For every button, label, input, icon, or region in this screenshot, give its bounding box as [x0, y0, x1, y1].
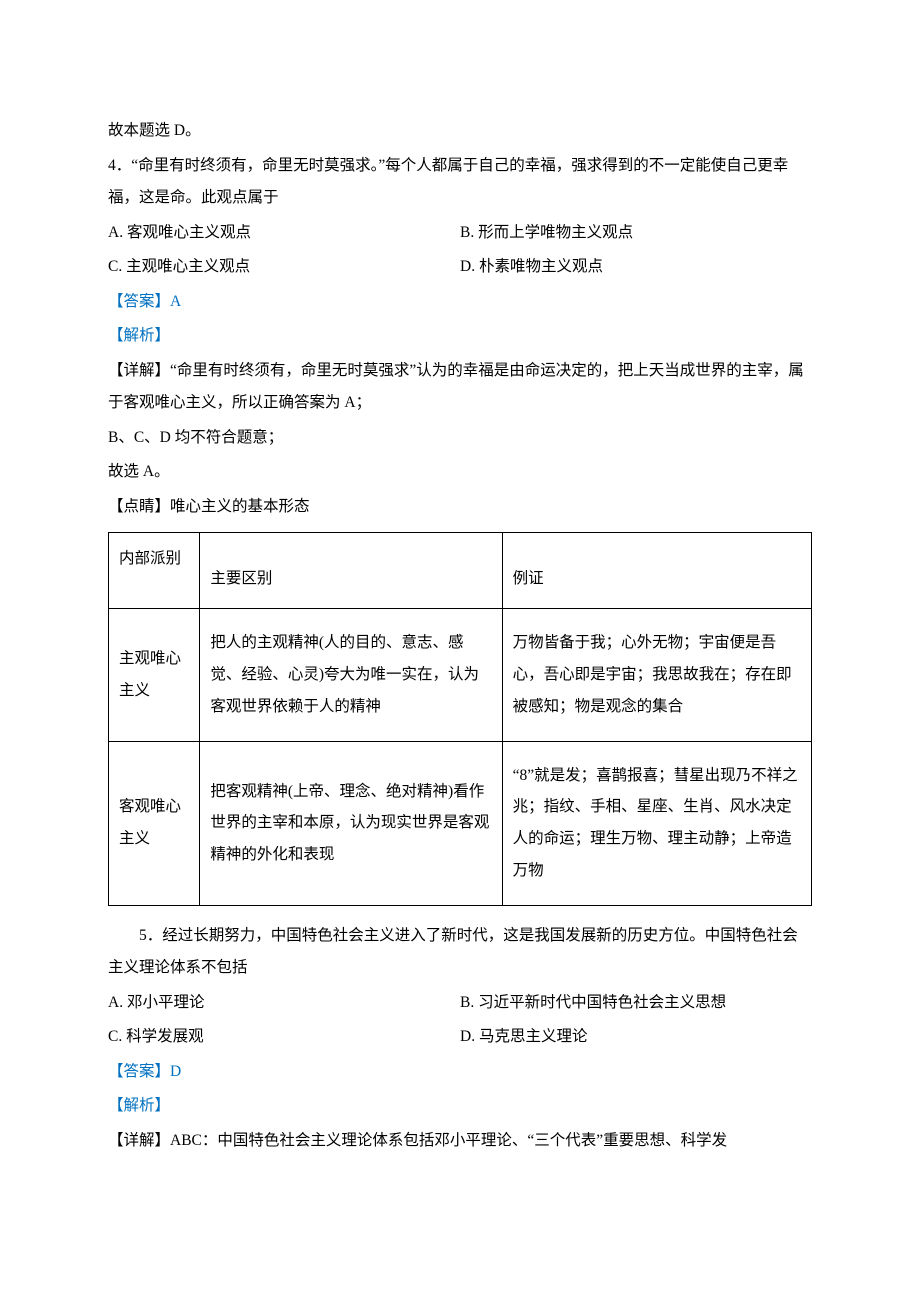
q4-stem: 4．“命里有时终须有，命里无时莫强求。”每个人都属于自己的幸福，强求得到的不一定… [108, 150, 812, 215]
th-diff: 主要区别 [200, 532, 502, 609]
q5-options-row2: C. 科学发展观 D. 马克思主义理论 [108, 1021, 812, 1054]
q4-opt-d: D. 朴素唯物主义观点 [460, 251, 812, 284]
q4-detail-1: 【详解】“命里有时终须有，命里无时莫强求”认为的幸福是由命运决定的，把上天当成世… [108, 355, 812, 420]
table-row: 客观唯心主义 把客观精神(上帝、理念、绝对精神)看作世界的主宰和本原，认为现实世… [109, 741, 812, 905]
idealism-table: 内部派别 主要区别 例证 主观唯心主义 把人的主观精神(人的目的、意志、感觉、经… [108, 532, 812, 906]
q5-analysis-label: 【解析】 [108, 1090, 812, 1123]
q5-opt-b: B. 习近平新时代中国特色社会主义思想 [460, 987, 812, 1020]
q4-opt-a: A. 客观唯心主义观点 [108, 217, 460, 250]
r2-diff: 把客观精神(上帝、理念、绝对精神)看作世界的主宰和本原，认为现实世界是客观精神的… [200, 741, 502, 905]
q5-opt-d: D. 马克思主义理论 [460, 1021, 812, 1054]
q5-stem: 5．经过长期努力，中国特色社会主义进入了新时代，这是我国发展新的历史方位。中国特… [108, 920, 812, 985]
r1-diff: 把人的主观精神(人的目的、意志、感觉、经验、心灵)夸大为唯一实在，认为客观世界依… [200, 609, 502, 741]
r1-cat: 主观唯心主义 [109, 609, 200, 741]
q5-detail: 【详解】ABC：中国特色社会主义理论体系包括邓小平理论、“三个代表”重要思想、科… [108, 1125, 812, 1158]
q5-opt-c: C. 科学发展观 [108, 1021, 460, 1054]
q4-opt-b: B. 形而上学唯物主义观点 [460, 217, 812, 250]
q5-answer: 【答案】D [108, 1056, 812, 1089]
table-row: 主观唯心主义 把人的主观精神(人的目的、意志、感觉、经验、心灵)夸大为唯一实在，… [109, 609, 812, 741]
th-ex: 例证 [502, 532, 811, 609]
q4-opt-c: C. 主观唯心主义观点 [108, 251, 460, 284]
r2-cat: 客观唯心主义 [109, 741, 200, 905]
r2-ex: “8”就是发；喜鹊报喜；彗星出现乃不祥之兆；指纹、手相、星座、生肖、风水决定人的… [502, 741, 811, 905]
prev-conclusion: 故本题选 D。 [108, 115, 812, 148]
q4-answer: 【答案】A [108, 286, 812, 319]
q4-analysis-label: 【解析】 [108, 320, 812, 353]
th-cat: 内部派别 [109, 532, 200, 609]
table-header-row: 内部派别 主要区别 例证 [109, 532, 812, 609]
q4-detail-2: B、C、D 均不符合题意； [108, 422, 812, 455]
q5-opt-a: A. 邓小平理论 [108, 987, 460, 1020]
q4-options-row2: C. 主观唯心主义观点 D. 朴素唯物主义观点 [108, 251, 812, 284]
q4-focus-label: 【点睛】唯心主义的基本形态 [108, 491, 812, 524]
q4-options-row1: A. 客观唯心主义观点 B. 形而上学唯物主义观点 [108, 217, 812, 250]
r1-ex: 万物皆备于我；心外无物；宇宙便是吾心，吾心即是宇宙；我思故我在；存在即被感知；物… [502, 609, 811, 741]
q4-detail-3: 故选 A。 [108, 456, 812, 489]
q5-options-row1: A. 邓小平理论 B. 习近平新时代中国特色社会主义思想 [108, 987, 812, 1020]
